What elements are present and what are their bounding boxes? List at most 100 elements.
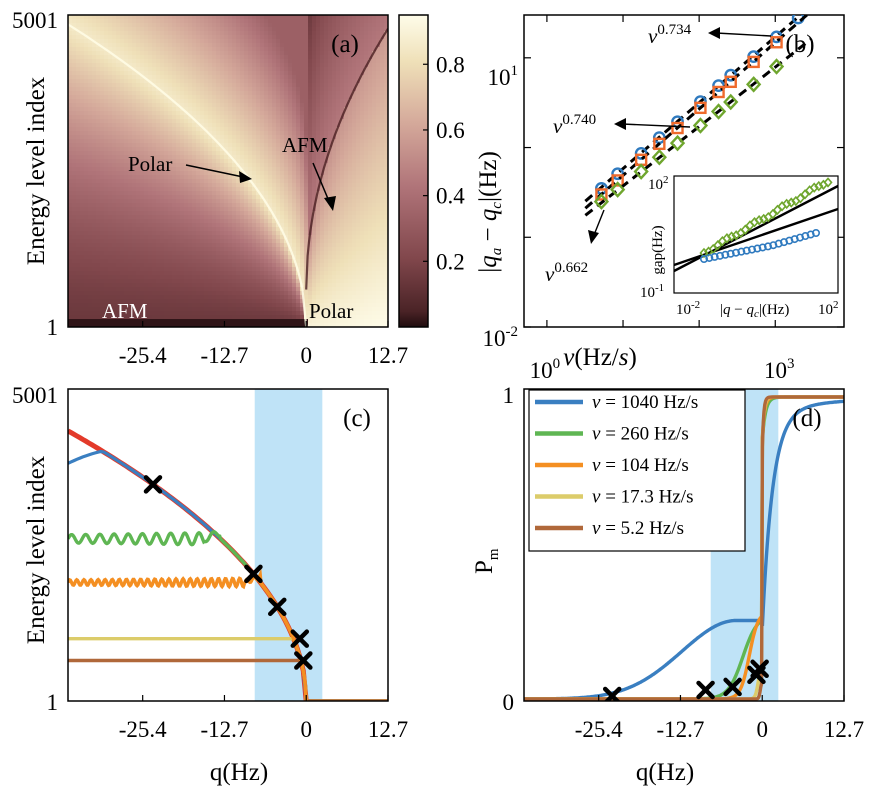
heatmap-cell — [160, 195, 165, 200]
heatmap-cell — [204, 43, 209, 48]
heatmap-cell — [312, 91, 317, 96]
heatmap-cell — [240, 47, 245, 52]
heatmap-cell — [112, 19, 117, 24]
heatmap-cell — [140, 235, 145, 240]
heatmap-cell — [156, 207, 161, 212]
heatmap-cell — [316, 247, 321, 252]
heatmap-cell — [196, 67, 201, 72]
heatmap-cell — [204, 199, 209, 204]
heatmap-cell — [376, 155, 381, 160]
heatmap-cell — [324, 103, 329, 108]
heatmap-cell — [232, 103, 237, 108]
heatmap-cell — [208, 251, 213, 256]
heatmap-cell — [152, 131, 157, 136]
heatmap-cell — [116, 167, 121, 172]
heatmap-cell — [152, 139, 157, 144]
heatmap-cell — [116, 23, 121, 28]
heatmap-cell — [212, 255, 217, 260]
heatmap-cell — [228, 127, 233, 132]
heatmap-cell — [336, 171, 341, 176]
heatmap-cell — [352, 215, 357, 220]
heatmap-cell — [260, 99, 265, 104]
heatmap-cell — [292, 51, 297, 56]
heatmap-cell — [304, 243, 309, 248]
heatmap-cell — [156, 63, 161, 68]
heatmap-cell — [368, 111, 373, 116]
heatmap-cell — [80, 143, 85, 148]
heatmap-cell — [192, 211, 197, 216]
heatmap-cell — [296, 95, 301, 100]
heatmap-cell — [232, 143, 237, 148]
heatmap-cell — [336, 47, 341, 52]
heatmap-cell — [280, 31, 285, 36]
heatmap-cell — [104, 251, 109, 256]
heatmap-cell — [292, 219, 297, 224]
heatmap-cell — [156, 151, 161, 156]
heatmap-cell — [212, 215, 217, 220]
heatmap-cell — [340, 151, 345, 156]
heatmap-cell — [112, 215, 117, 220]
heatmap-cell — [240, 15, 245, 20]
heatmap-cell — [76, 83, 81, 88]
heatmap-cell — [136, 127, 141, 132]
heatmap-cell — [112, 175, 117, 180]
heatmap-cell — [332, 47, 337, 52]
heatmap-cell — [116, 15, 121, 20]
heatmap-cell — [104, 71, 109, 76]
heatmap-cell — [240, 235, 245, 240]
heatmap-cell — [132, 123, 137, 128]
heatmap-cell — [180, 111, 185, 116]
heatmap-cell — [248, 203, 253, 208]
heatmap-cell — [116, 143, 121, 148]
heatmap-cell — [212, 79, 217, 84]
heatmap-cell — [260, 163, 265, 168]
heatmap-cell — [184, 143, 189, 148]
heatmap-cell — [280, 123, 285, 128]
heatmap-cell — [252, 27, 257, 32]
heatmap-cell — [376, 87, 381, 92]
heatmap-cell — [220, 103, 225, 108]
heatmap-cell — [224, 243, 229, 248]
heatmap-cell — [300, 231, 305, 236]
heatmap-cell — [248, 243, 253, 248]
heatmap-cell — [116, 51, 121, 56]
heatmap-cell — [272, 183, 277, 188]
heatmap-cell — [176, 183, 181, 188]
heatmap-cell — [236, 15, 241, 20]
heatmap-cell — [120, 203, 125, 208]
heatmap-cell — [144, 55, 149, 60]
heatmap-cell — [84, 91, 89, 96]
heatmap-cell — [380, 183, 385, 188]
heatmap-cell — [264, 79, 269, 84]
heatmap-cell — [316, 83, 321, 88]
heatmap-cell — [220, 175, 225, 180]
heatmap-cell — [220, 123, 225, 128]
heatmap-cell — [244, 123, 249, 128]
heatmap-cell — [172, 139, 177, 144]
heatmap-cell — [112, 143, 117, 148]
heatmap-cell — [132, 35, 137, 40]
heatmap-cell — [88, 31, 93, 36]
heatmap-cell — [208, 123, 213, 128]
heatmap-cell — [356, 67, 361, 72]
heatmap-cell — [372, 27, 377, 32]
heatmap-cell — [336, 91, 341, 96]
heatmap-cell — [320, 243, 325, 248]
heatmap-cell — [244, 199, 249, 204]
heatmap-cell — [108, 231, 113, 236]
heatmap-cell — [208, 183, 213, 188]
heatmap-cell — [188, 175, 193, 180]
heatmap-cell — [184, 247, 189, 252]
heatmap-cell — [372, 171, 377, 176]
heatmap-cell — [104, 95, 109, 100]
heatmap-cell — [148, 47, 153, 52]
heatmap-cell — [220, 235, 225, 240]
heatmap-cell — [96, 239, 101, 244]
heatmap-cell — [212, 75, 217, 80]
heatmap-cell — [232, 43, 237, 48]
heatmap-cell — [88, 67, 93, 72]
heatmap-cell — [360, 167, 365, 172]
heatmap-cell — [332, 35, 337, 40]
heatmap-cell — [80, 211, 85, 216]
heatmap-cell — [152, 259, 157, 264]
